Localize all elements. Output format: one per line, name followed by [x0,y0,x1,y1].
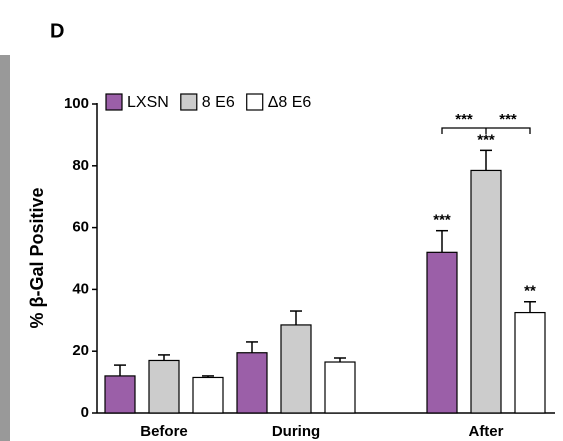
x-tick-label: After [468,423,503,440]
legend-swatch [181,94,197,110]
bar [193,377,223,413]
bracket-label: *** [499,111,517,128]
y-tick-label: 100 [64,95,89,112]
legend-label: LXSN [127,94,169,111]
y-tick-label: 60 [72,219,89,236]
bar [149,360,179,413]
chart: D % β-Gal Positive 0 20 40 60 80 100 Before Dur… [0,0,563,441]
bar [281,325,311,413]
x-tick-label: During [272,423,320,440]
y-tick-label: 0 [81,404,89,421]
image-strip [0,55,10,441]
legend-swatch [106,94,122,110]
legend-label: Δ8 E6 [268,94,312,111]
bar [427,252,457,413]
significance-label: *** [433,212,451,229]
y-axis-label: % β-Gal Positive [27,187,47,328]
significance-label: ** [524,283,536,300]
bracket-label: *** [455,111,473,128]
legend-label: 8 E6 [202,94,235,111]
bar [105,376,135,413]
bar [515,313,545,413]
x-tick-label: Before [140,423,188,440]
y-tick-label: 80 [72,157,89,174]
bar [325,362,355,413]
y-tick-label: 20 [72,342,89,359]
bracket [442,128,530,134]
bar [471,170,501,413]
bar [237,353,267,413]
panel-label: D [50,20,64,42]
legend-swatch [247,94,263,110]
y-tick-label: 40 [72,280,89,297]
